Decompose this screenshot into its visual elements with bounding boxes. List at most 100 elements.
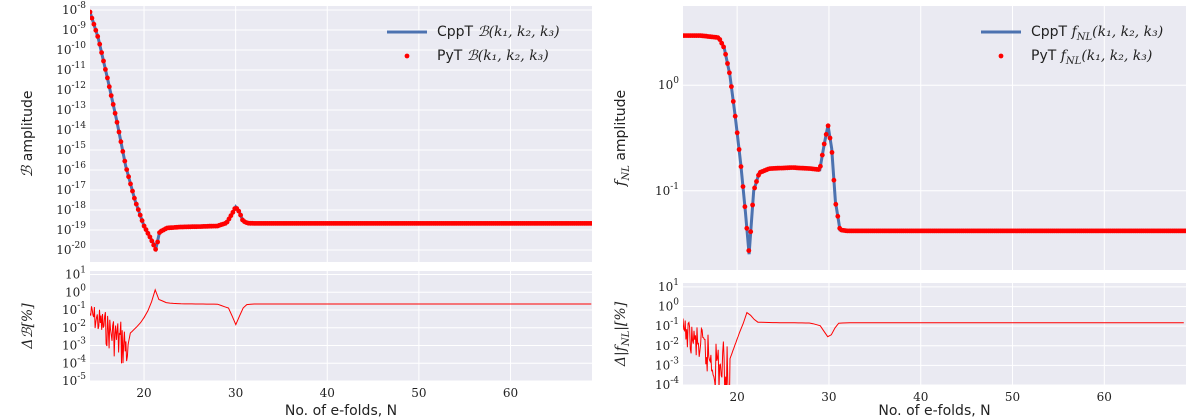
tick-exponent: 0 [673, 76, 679, 86]
legend-entry: CppT fNL(k₁, k₂, k₃) [1031, 24, 1163, 43]
x-tick-label: 20 [136, 386, 151, 400]
tick-exponent: -20 [72, 241, 87, 251]
tick-base: 10 [56, 63, 71, 77]
series-point [754, 179, 759, 184]
tick-base: 10 [655, 378, 670, 392]
series-point [727, 70, 732, 76]
x-tick-label: 30 [228, 386, 243, 400]
plot-background [683, 283, 1186, 385]
y-label-main: f [611, 178, 629, 187]
y-tick-label: 10-8 [62, 1, 86, 17]
y-tick-label: 10-18 [56, 201, 86, 217]
series-point [151, 242, 157, 248]
series-point [143, 227, 149, 233]
series-point [90, 15, 95, 21]
tick-exponent: -4 [77, 354, 86, 364]
tick-exponent: -17 [72, 181, 87, 191]
legend-prefix: CppT [1031, 24, 1072, 40]
series-point [825, 123, 831, 129]
y-tick-label: 100 [658, 76, 679, 92]
series-point [137, 212, 143, 218]
y-tick-label: 10-1 [655, 182, 679, 198]
legend-sub: NL [1076, 32, 1093, 43]
y-label-rest: amplitude [20, 91, 36, 166]
series-point [141, 223, 147, 229]
tick-exponent: -10 [72, 41, 87, 51]
series-point [742, 204, 748, 210]
y-tick-label: 10-2 [655, 337, 679, 353]
tick-exponent: -9 [77, 21, 86, 31]
tick-base: 10 [655, 184, 670, 198]
error-line [683, 311, 1184, 385]
y-tick-label: 10-15 [56, 141, 86, 157]
series-point [831, 177, 837, 183]
legend-math: f [1071, 24, 1080, 40]
y-axis-label: Δℬ[%] [20, 303, 36, 350]
tick-base: 10 [62, 303, 77, 317]
series-group [683, 311, 1184, 385]
y-label-main: f [613, 343, 629, 352]
x-tick-label: 30 [821, 390, 836, 404]
series-point [823, 132, 829, 137]
series-point [112, 110, 118, 116]
tick-exponent: -1 [670, 182, 679, 192]
y-tick-label: 10-10 [56, 41, 86, 57]
tick-exponent: -12 [72, 81, 87, 91]
tick-exponent: -14 [72, 121, 87, 131]
series-point [101, 58, 106, 64]
tick-exponent: -5 [77, 372, 86, 382]
y-label-sub: NL [621, 165, 632, 182]
series-point [110, 102, 116, 107]
series-point [130, 188, 135, 194]
series-point [719, 40, 725, 46]
series-point [99, 50, 104, 55]
y-tick-label: 101 [658, 278, 679, 294]
series-point [721, 44, 726, 50]
tick-base: 10 [62, 321, 77, 335]
legend-swatch-dot [404, 53, 410, 59]
series-point [90, 9, 93, 15]
tick-exponent: -1 [77, 301, 86, 311]
tick-base: 10 [62, 23, 77, 37]
tick-base: 10 [56, 103, 71, 117]
tick-base: 10 [62, 339, 77, 353]
series-group [90, 9, 592, 253]
series-point [750, 202, 755, 208]
series-point [833, 201, 839, 207]
x-tick-label: 40 [320, 386, 335, 400]
series-point [139, 218, 145, 224]
series-point [155, 239, 161, 245]
series-point [819, 152, 825, 158]
tick-base: 10 [56, 123, 71, 137]
series-point [91, 21, 97, 27]
y-tick-label: 10-9 [62, 21, 86, 37]
tick-base: 10 [56, 143, 71, 157]
tick-exponent: -1 [670, 317, 679, 327]
series-point [736, 147, 742, 152]
legend-entry: CppT ℬ(k₁, k₂, k₃) [437, 24, 560, 40]
y-label-text: Δℬ[%] [20, 303, 36, 350]
series-point [738, 164, 744, 170]
tick-base: 10 [658, 78, 673, 92]
y-tick-label: 10-17 [56, 181, 86, 197]
series-point [230, 209, 236, 215]
series-point [752, 185, 757, 191]
tick-base: 10 [56, 83, 71, 97]
series-point [149, 238, 155, 244]
y-tick-label: 10-14 [56, 121, 86, 137]
plot-background [683, 6, 1186, 270]
legend: CppT ℬ(k₁, k₂, k₃)PyT ℬ(k₁, k₂, k₃) [387, 24, 560, 64]
series-point [135, 207, 141, 213]
tick-exponent: 1 [673, 278, 679, 288]
y-tick-label: 100 [65, 283, 86, 299]
series-point [122, 158, 128, 164]
series-point [829, 150, 835, 155]
series-point [93, 27, 99, 33]
legend-math: ℬ(k₁, k₂, k₃) [467, 48, 549, 64]
x-axis-label: No. of e-folds, N [285, 403, 397, 419]
series-point [835, 213, 841, 219]
